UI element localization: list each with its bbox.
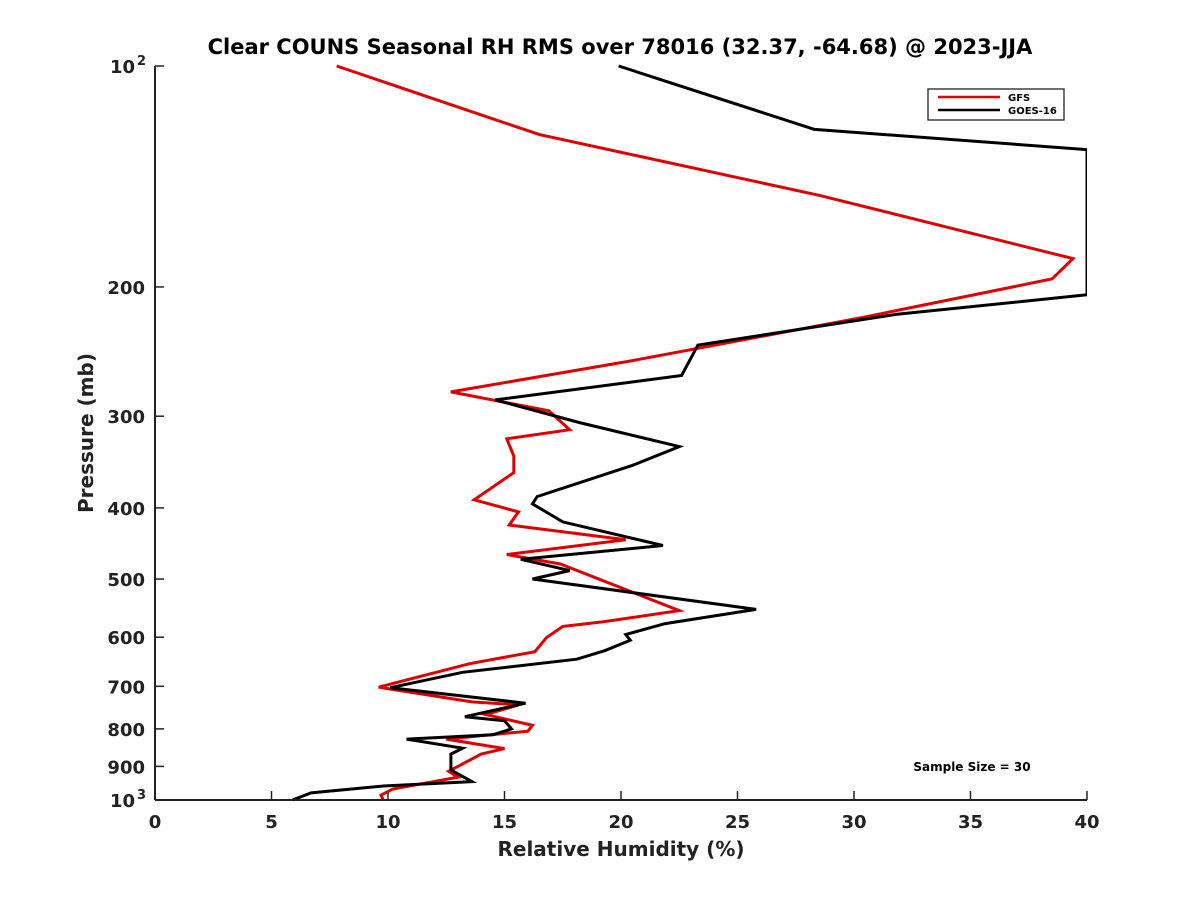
x-axis-label: Relative Humidity (%) [497,837,744,861]
x-tick-label: 5 [265,812,278,833]
y-tick-label: 400 [107,499,145,520]
x-tick-label: 25 [725,812,750,833]
x-tick-label: 35 [958,812,983,833]
y-tick-label-exponent: 2 [137,54,146,69]
y-tick-label: 800 [107,720,145,741]
x-tick-label: 20 [608,812,633,833]
y-tick-label: 300 [107,407,145,428]
sample-size-annotation: Sample Size = 30 [913,760,1030,774]
x-tick-labels: 0 5 10 15 20 25 30 35 40 [149,812,1100,833]
y-tick-label: 600 [107,628,145,649]
legend: GFS GOES-16 [927,88,1065,121]
legend-label-gfs: GFS [1008,93,1030,104]
series-line-gfs [336,64,1076,801]
y-tick-label: 10 [110,57,135,78]
y-tick-label: 10 [110,791,135,812]
series-layer [291,64,1087,802]
y-tick-label: 900 [107,757,145,778]
series-line-goes16 [291,64,1087,802]
y-tick-label: 200 [107,278,145,299]
legend-label-goes16: GOES-16 [1008,106,1057,117]
x-tick-label: 40 [1074,812,1099,833]
y-axis-label: Pressure (mb) [74,353,98,513]
y-tick-label: 700 [107,677,145,698]
y-tick-label: 500 [107,570,145,591]
x-tick-label: 15 [492,812,517,833]
legend-box [927,88,1065,121]
x-tick-label: 0 [149,812,162,833]
chart-title: Clear COUNS Seasonal RH RMS over 78016 (… [208,35,1034,59]
x-tick-label: 10 [375,812,400,833]
y-tick-label-exponent: 3 [137,788,146,803]
x-tick-label: 30 [841,812,866,833]
